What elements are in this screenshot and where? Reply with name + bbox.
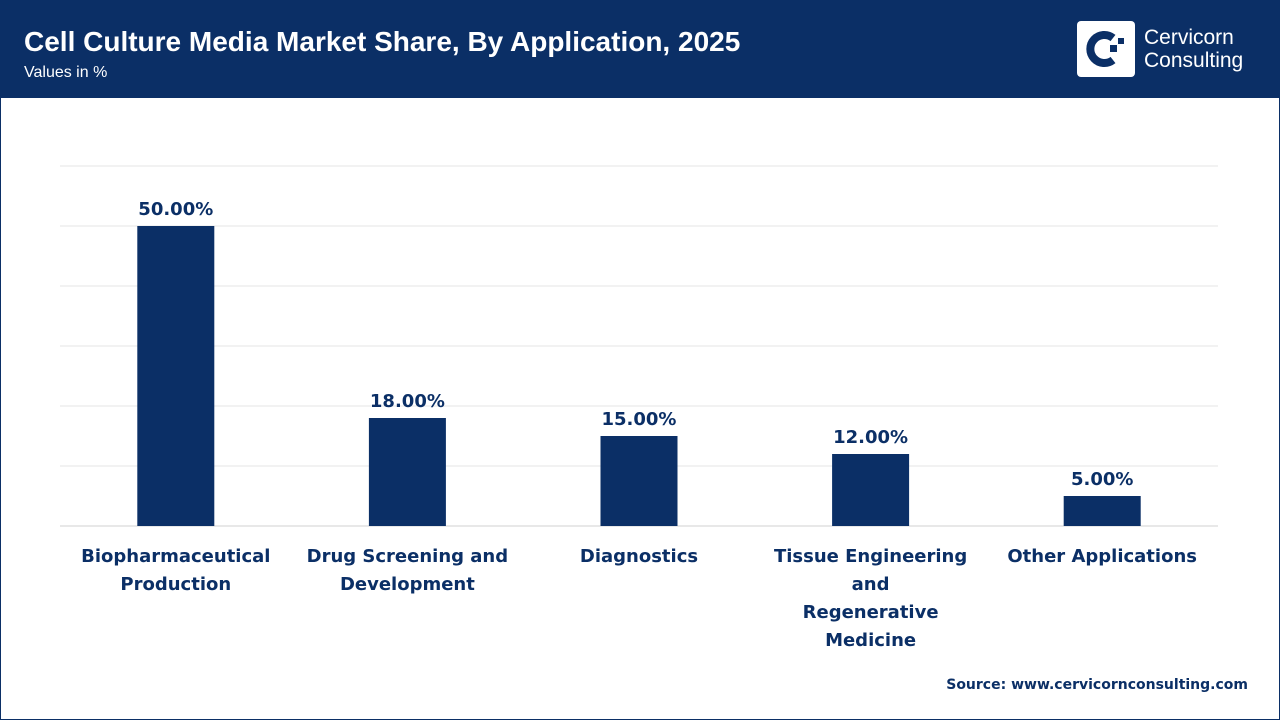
data-label: 18.00% bbox=[370, 391, 445, 412]
category-label: Biopharmaceutical Production bbox=[61, 543, 291, 599]
chart-subtitle: Values in % bbox=[24, 64, 108, 81]
bar bbox=[368, 418, 446, 526]
category-label-line: Production bbox=[120, 574, 232, 595]
category-label-line: Tissue Engineering and bbox=[773, 546, 968, 595]
logo-line-2: Consulting bbox=[1144, 49, 1244, 72]
category-label: Diagnostics bbox=[524, 543, 754, 571]
category-label-line: Regenerative Medicine bbox=[802, 602, 939, 651]
bar bbox=[600, 436, 678, 526]
data-label: 15.00% bbox=[602, 409, 677, 430]
bar bbox=[137, 226, 215, 526]
cervicorn-logo-icon bbox=[1077, 21, 1135, 77]
category-label: Drug Screening and Development bbox=[292, 543, 522, 599]
category-label-line: Drug Screening and bbox=[306, 546, 509, 567]
data-label: 50.00% bbox=[138, 199, 213, 220]
logo-line-1: Cervicorn bbox=[1144, 26, 1234, 49]
data-label: 12.00% bbox=[833, 427, 908, 448]
category-label: Other Applications bbox=[987, 543, 1217, 571]
header-banner: Cell Culture Media Market Share, By Appl… bbox=[0, 0, 1280, 98]
category-label-line: Development bbox=[339, 574, 475, 595]
data-label: 5.00% bbox=[1071, 469, 1133, 490]
category-label: Tissue Engineering and Regenerative Medic… bbox=[756, 543, 986, 655]
logo-text: Cervicorn Consulting bbox=[1144, 26, 1243, 72]
category-label-line: Other Applications bbox=[1007, 546, 1197, 567]
category-label-line: Biopharmaceutical bbox=[81, 546, 271, 567]
chart-title: Cell Culture Media Market Share, By Appl… bbox=[24, 26, 741, 57]
category-label-line: Diagnostics bbox=[579, 546, 699, 567]
bar bbox=[832, 454, 910, 526]
source-note: Source: www.cervicornconsulting.com bbox=[946, 677, 1248, 693]
bar bbox=[1063, 496, 1141, 526]
